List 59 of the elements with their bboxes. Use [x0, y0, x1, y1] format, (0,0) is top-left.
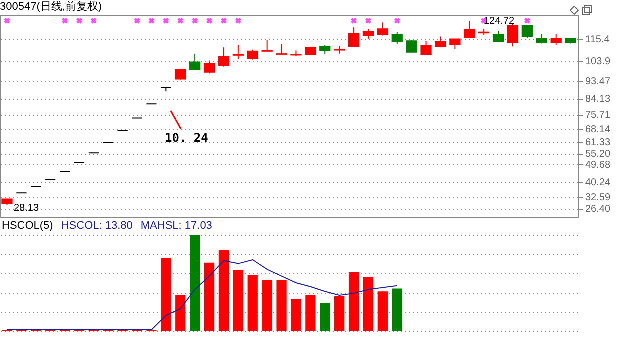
y-tick-label: 26.40 — [586, 204, 611, 216]
candlestick — [320, 44, 331, 55]
bar — [276, 280, 287, 331]
candlestick — [450, 38, 461, 50]
candlestick — [507, 24, 519, 48]
annotation: 10. 24 — [165, 131, 208, 145]
y-tick-label: 68.14 — [586, 124, 611, 136]
bar — [378, 292, 388, 331]
bar — [218, 250, 230, 331]
candlestick — [522, 26, 533, 39]
y-tick-label: 84.13 — [586, 94, 611, 106]
y-tick-label: 55.20 — [586, 149, 611, 160]
bar — [262, 280, 272, 331]
y-tick-label: 49.68 — [586, 160, 611, 171]
candlestick — [247, 49, 258, 60]
chart-title: 300547(日线,前复权) — [0, 0, 102, 13]
candlestick — [420, 40, 432, 56]
candlestick — [406, 40, 418, 53]
y-tick-label: 40.24 — [586, 178, 611, 189]
bar — [334, 296, 345, 331]
bar — [291, 299, 302, 331]
y-tick-label: 93.47 — [586, 76, 611, 88]
candlestick — [377, 22, 388, 36]
bar — [320, 303, 330, 331]
y-tick-label: 115.4 — [586, 34, 610, 46]
bar — [161, 258, 172, 331]
bar — [306, 295, 316, 331]
y-tick-label: 61.33 — [586, 138, 611, 149]
text: MAHSL: 17.03 — [140, 220, 212, 232]
bar — [363, 277, 374, 331]
candlestick — [362, 28, 374, 40]
candlestick — [536, 34, 548, 44]
bar — [233, 270, 244, 331]
candlestick — [550, 34, 562, 46]
candlestick — [492, 30, 504, 42]
candlestick — [348, 27, 360, 48]
candlestick — [276, 44, 288, 56]
candlestick — [190, 53, 201, 70]
bar — [204, 262, 215, 331]
annotation: 124.72 — [484, 16, 516, 27]
candlestick — [464, 20, 476, 38]
candlestick — [392, 32, 403, 46]
chart-title: HSCOL(5) — [2, 220, 54, 232]
y-tick-label: 75.71 — [586, 110, 611, 122]
candlestick — [218, 47, 230, 68]
bar — [190, 235, 200, 331]
candlestick — [204, 60, 216, 74]
bar — [176, 295, 186, 331]
bar — [348, 272, 360, 331]
bar — [248, 275, 258, 331]
y-tick-label: 32.59 — [586, 192, 611, 204]
text: HSCOL: 13.80 — [61, 220, 133, 232]
candlestick — [262, 39, 273, 52]
candlestick — [175, 69, 186, 81]
annotation: 28.13 — [14, 203, 40, 214]
candlestick — [435, 36, 446, 48]
candlestick — [232, 44, 244, 60]
bar — [392, 288, 402, 331]
y-tick-label: 103.9 — [586, 56, 611, 68]
